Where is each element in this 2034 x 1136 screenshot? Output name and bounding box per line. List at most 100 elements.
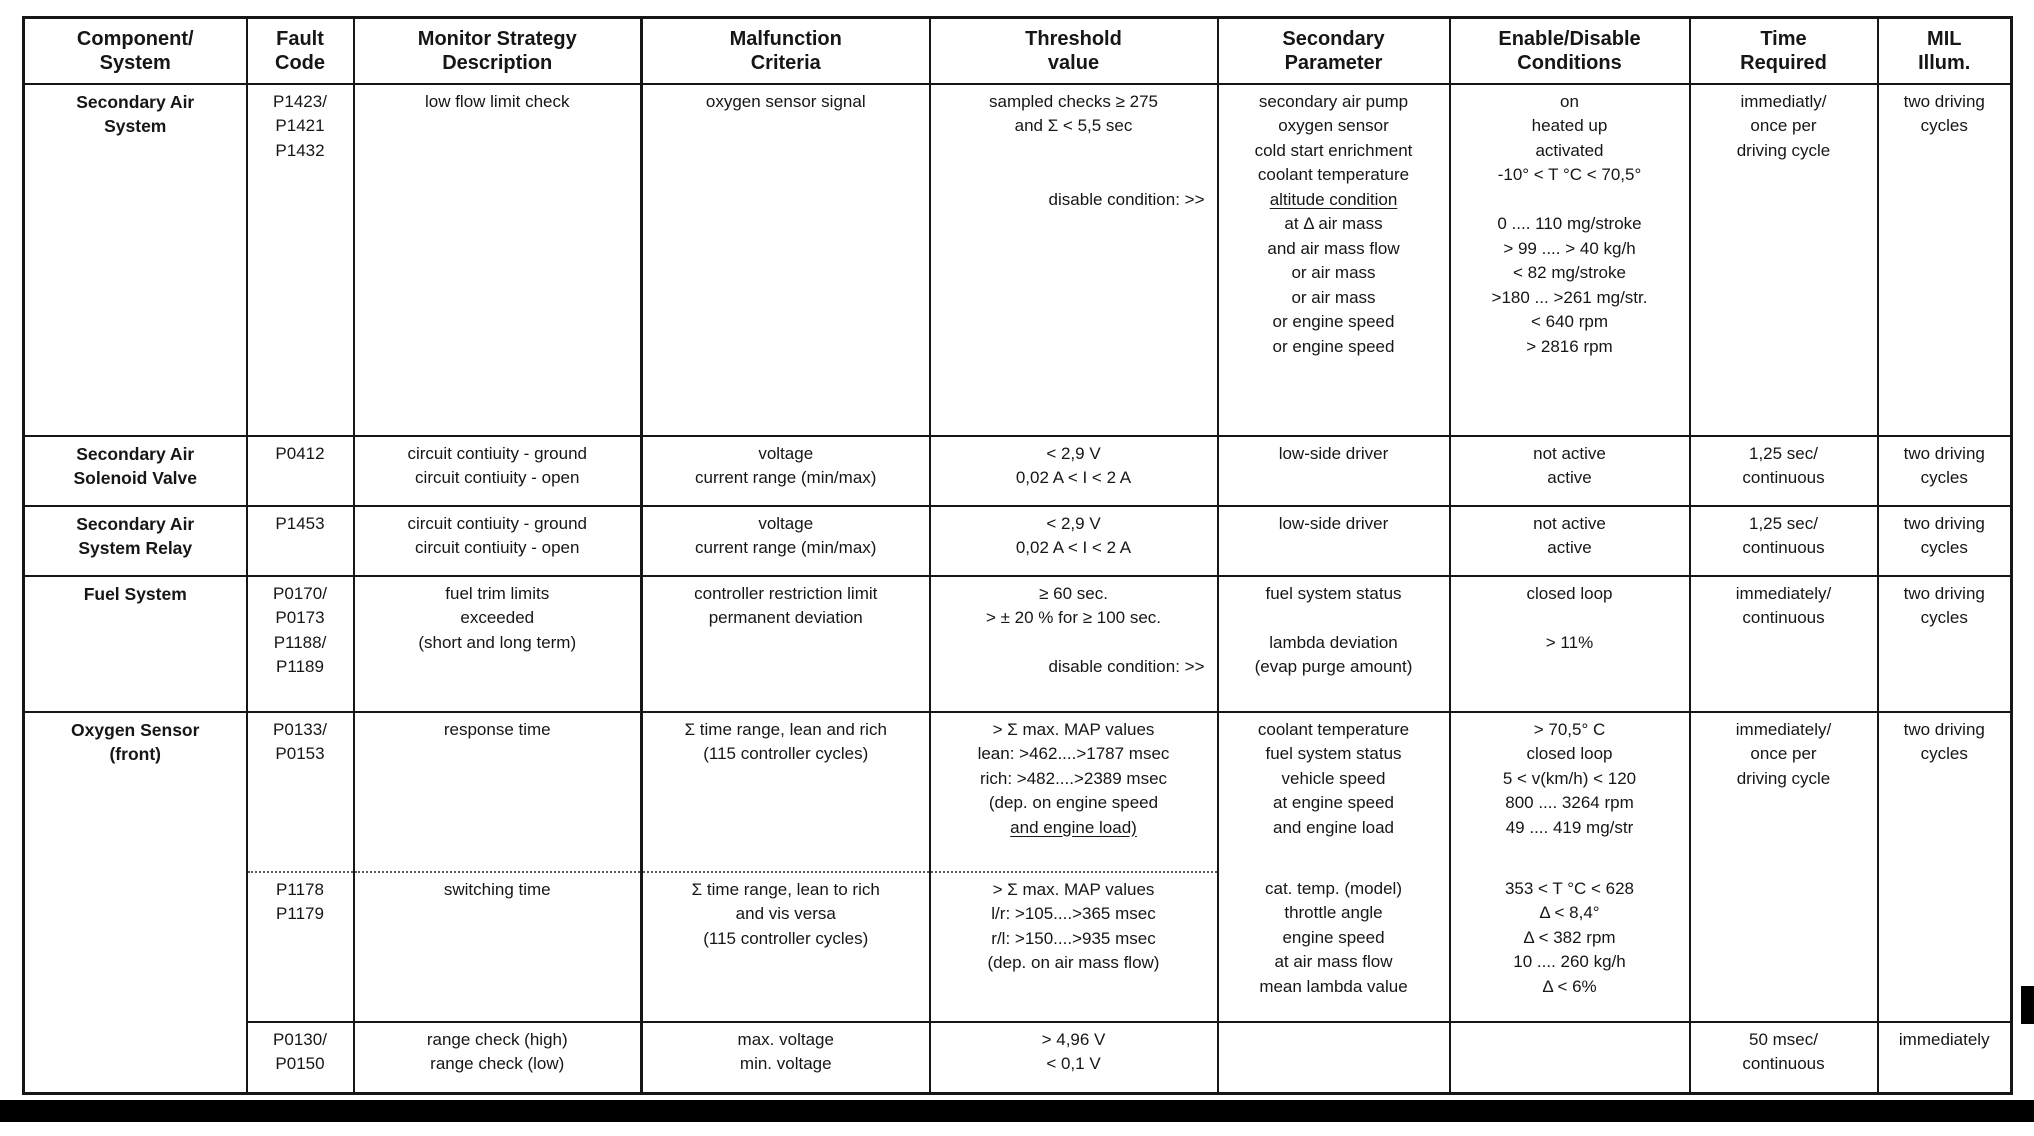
text-line: 0,02 A < I < 2 A <box>1015 538 1132 557</box>
text-line: altitude condition <box>1269 189 1398 209</box>
text-line: < 82 mg/stroke <box>1513 263 1626 282</box>
text-line: P0130/ <box>273 1029 327 1049</box>
column-header-text: Criteria <box>750 52 821 75</box>
text-line: > 2816 rpm <box>1526 336 1613 356</box>
table-row-fuel-system: Fuel System P0170/P0173 P1188/P1189 fuel tr… <box>22 574 2012 712</box>
text-line: or air mass <box>1291 263 1376 282</box>
text-line: coolant temperature <box>1257 719 1410 739</box>
oxygen-sensor-front-range-check-secondary-cell <box>1216 1020 1450 1094</box>
text-line: immediatly/ <box>1740 91 1827 111</box>
text-line: r/l: >150....>935 msec <box>991 928 1156 948</box>
column-header-text: Description <box>442 52 553 75</box>
text-line: driving cycle <box>1736 768 1831 788</box>
text-line: P0150 <box>275 1054 325 1073</box>
column-header-text: Fault <box>276 27 324 50</box>
column-header-text: Threshold <box>1025 27 1122 50</box>
text-line: (115 controller cycles) <box>703 744 869 763</box>
oxygen-sensor-front-response-time-enable-cell: > 70,5° C closed loop 5 < v(km/h) < 120 800… <box>1448 710 1690 872</box>
oxygen-sensor-front-switching-time-monitor-cell: switching time <box>352 870 642 1022</box>
secondary-air-solenoid-valve-component-cell: Secondary Air Solenoid Valve <box>22 434 247 506</box>
secondary-air-system-relay-secondary-cell: low-side driver <box>1216 504 1450 576</box>
text-line: two driving <box>1903 443 1985 463</box>
text-line: max. voltage <box>737 1029 834 1049</box>
oxygen-sensor-front-switching-time-threshold-cell: > Σ max. MAP values l/r: >105....>365 mse… <box>928 870 1218 1022</box>
text-line: Δ < 8,4° <box>1539 903 1600 922</box>
column-header-component: Component/System <box>22 17 247 85</box>
text-line: circuit contiuity - ground <box>407 513 588 533</box>
text-line: at air mass flow <box>1274 952 1393 971</box>
secondary-air-solenoid-valve-threshold-cell: < 2,9 V 0,02 A < I < 2 A <box>928 434 1218 506</box>
text-line: fuel system status <box>1265 583 1402 603</box>
oxygen-sensor-front-range-check-fault-cell: P0130/P0150 <box>245 1020 354 1094</box>
text-line <box>935 163 1213 188</box>
text-line: P1179 <box>276 904 324 923</box>
column-header-text: Code <box>275 52 325 75</box>
text-line: lean: >462....>1787 msec <box>977 744 1170 763</box>
fuel-system-mil-cell: two driving cycles <box>1876 574 2012 712</box>
text-line <box>935 631 1213 656</box>
fuel-system-secondary-cell: fuel system status lambda deviation (evap… <box>1216 574 1450 712</box>
text-line: coolant temperature <box>1257 165 1410 184</box>
text-line: > Σ max. MAP values <box>992 879 1155 899</box>
text-line: System Relay <box>78 538 193 558</box>
table-row-secondary-air-system: Secondary Air System P1423/P1421 P1432 low f… <box>22 83 2012 436</box>
text-line: cycles <box>1920 538 1968 557</box>
column-header-text: Secondary <box>1282 27 1385 50</box>
text-line: min. voltage <box>739 1054 832 1073</box>
text-line: Δ < 382 rpm <box>1523 927 1616 947</box>
text-line: > ± 20 % for ≥ 100 sec. <box>985 608 1162 627</box>
text-line: (dep. on engine speed <box>988 793 1159 812</box>
text-line: circuit contiuity - open <box>415 468 580 487</box>
text-line: immediately/ <box>1735 719 1832 739</box>
text-line: switching time <box>443 879 551 899</box>
text-line: disable condition: >> <box>1048 657 1205 676</box>
secondary-air-system-relay-monitor-cell: circuit contiuity - ground circuit contiu… <box>352 504 642 576</box>
text-line: > 70,5° C <box>1533 719 1606 739</box>
column-header-text: Conditions <box>1517 52 1622 75</box>
oxygen-sensor-front-switching-time-time-cell <box>1688 871 1878 1022</box>
secondary-air-solenoid-valve-criteria-cell: voltage current range (min/max) <box>640 434 930 506</box>
secondary-air-system-relay-enable-cell: not active active <box>1448 504 1690 576</box>
text-line: oxygen sensor signal <box>705 91 866 111</box>
text-line: 800 .... 3264 rpm <box>1505 793 1634 812</box>
text-line: not active <box>1533 443 1606 463</box>
text-line: Σ time range, lean and rich <box>684 719 887 739</box>
oxygen-sensor-front-range-check-mil-cell: immediately <box>1876 1020 2012 1094</box>
secondary-air-system-relay-mil-cell: two driving cycles <box>1876 504 2012 576</box>
text-line: P1453 <box>275 513 325 533</box>
text-line: System <box>104 116 167 136</box>
secondary-air-system-relay-criteria-cell: voltage current range (min/max) <box>640 504 930 576</box>
text-line: Δ < 6% <box>1542 976 1597 996</box>
text-line: or air mass <box>1291 287 1376 307</box>
oxygen-sensor-front-switching-time-secondary-cell: cat. temp. (model) throttle angle engine s… <box>1216 871 1450 1022</box>
text-line: rich: >482....>2389 msec <box>979 768 1168 788</box>
table-row-secondary-air-solenoid-valve: Secondary Air Solenoid Valve P0412 circuit … <box>22 434 2012 506</box>
text-line: active <box>1547 538 1592 557</box>
text-line: P0412 <box>275 443 325 463</box>
table-row-secondary-air-system-relay: Secondary Air System Relay P1453 circuit co… <box>22 504 2012 576</box>
column-header-text: MIL <box>1927 27 1962 50</box>
text-line: > 11% <box>1545 632 1594 652</box>
text-line: Solenoid Valve <box>73 468 198 488</box>
column-header-text: Illum. <box>1918 52 1971 75</box>
column-header-threshold: Threshold value <box>928 17 1218 85</box>
secondary-air-solenoid-valve-monitor-cell: circuit contiuity - ground circuit contiu… <box>352 434 642 506</box>
text-line: P0170/ <box>273 583 327 603</box>
oxygen-sensor-front-range-check-time-cell: 50 msec/continuous <box>1688 1020 1878 1094</box>
fuel-system-threshold-cell: ≥ 60 sec. > ± 20 % for ≥ 100 sec. disable… <box>928 574 1218 712</box>
text-line: P1421 <box>275 116 325 135</box>
text-line: continuous <box>1742 608 1825 627</box>
text-line: < 2,9 V <box>1046 513 1101 533</box>
oxygen-sensor-front-response-time-secondary-cell: coolant temperature fuel system status veh… <box>1216 710 1450 872</box>
text-line: P1178 <box>276 879 324 899</box>
text-line: Fuel System <box>83 583 187 604</box>
column-header-criteria: Malfunction Criteria <box>640 17 930 85</box>
table-row-oxygen-sensor-front-switching-time: P1178 P1179 switching time Σ time range, le… <box>24 870 2012 1022</box>
scan-artifact-edge-blob <box>2021 986 2034 1024</box>
text-line: two driving <box>1903 91 1985 111</box>
text-line: low-side driver <box>1278 513 1389 533</box>
column-header-text: Malfunction <box>729 27 842 50</box>
text-line: current range (min/max) <box>695 468 877 487</box>
oxygen-sensor-front-response-time-mil-cell: two driving cycles <box>1876 710 2012 872</box>
